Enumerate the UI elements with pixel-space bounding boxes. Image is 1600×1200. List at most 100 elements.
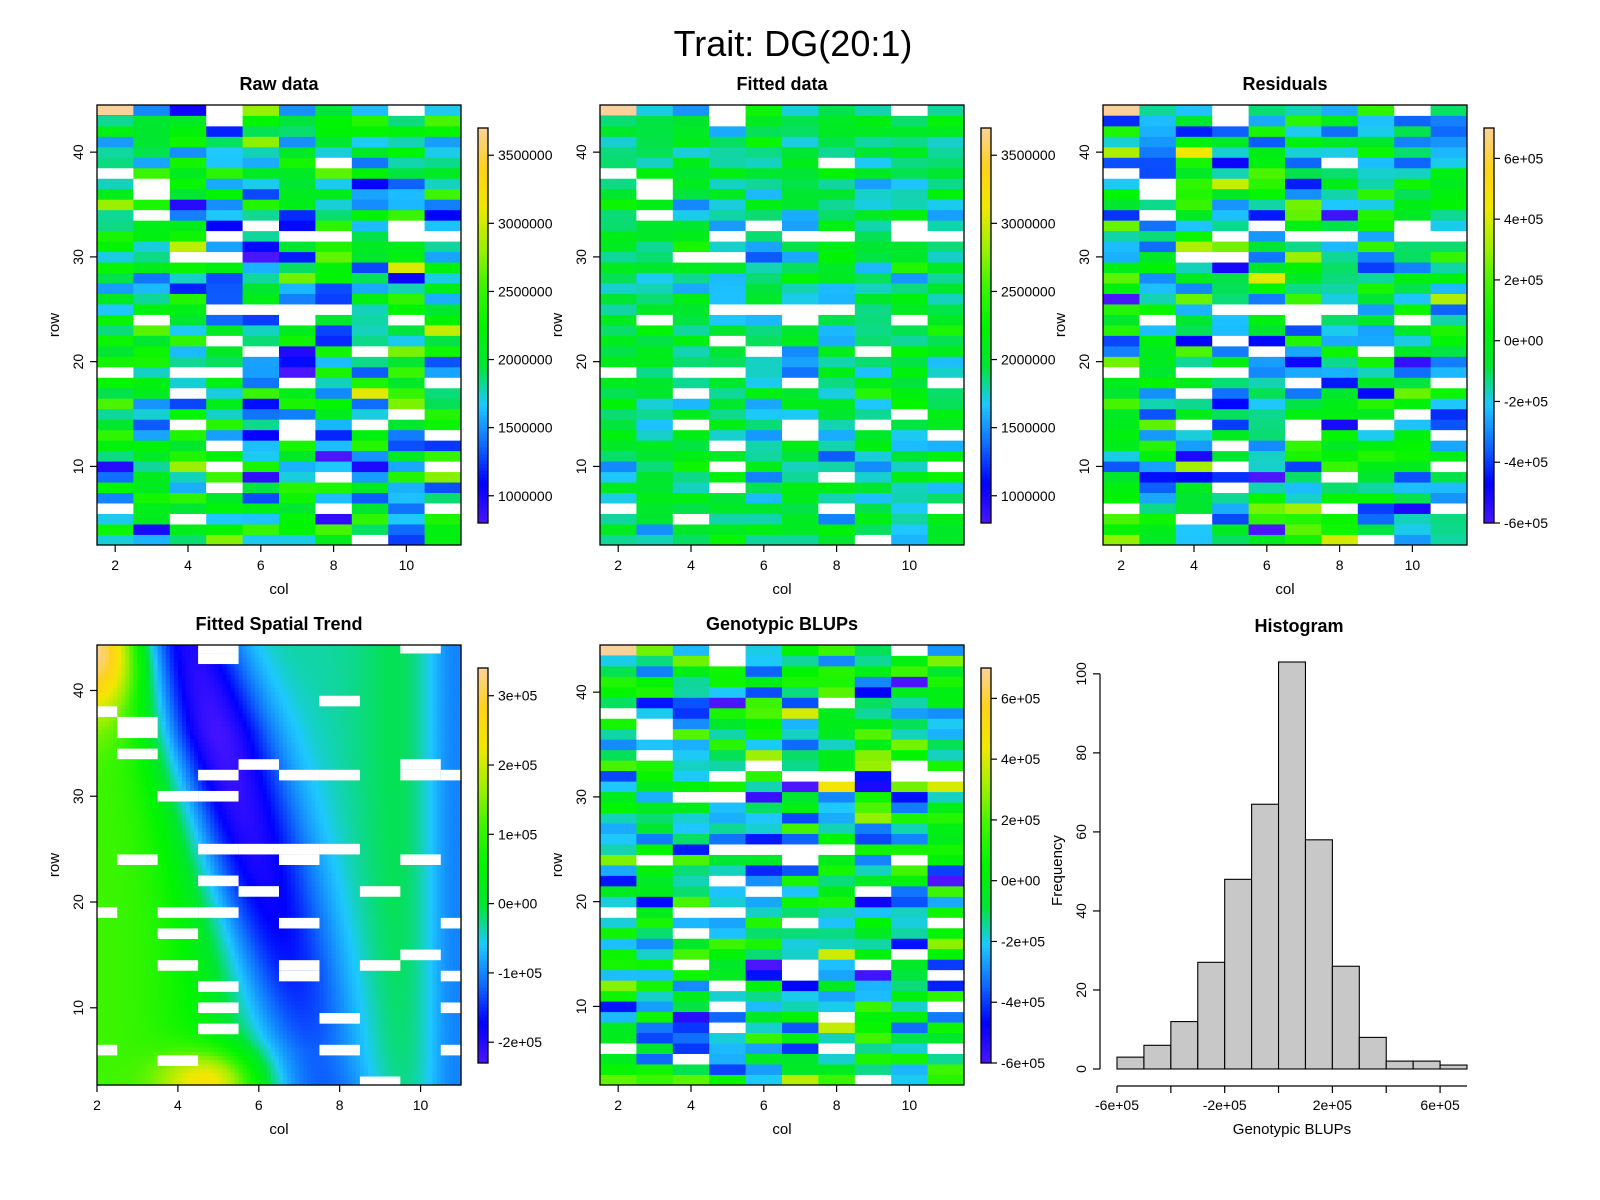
trend-cell [161, 1025, 167, 1031]
trend-cell [153, 953, 159, 959]
trend-cell [185, 771, 191, 777]
cell [782, 251, 819, 263]
trend-cell [149, 907, 155, 913]
legend-swatch [981, 259, 991, 264]
trend-cell [206, 725, 211, 731]
cell [1321, 115, 1359, 127]
cell [818, 524, 856, 535]
trend-cell [161, 729, 167, 735]
trend-cell [105, 848, 110, 853]
trend-cell [113, 843, 118, 849]
trend-cell [157, 687, 163, 693]
trend-cell [149, 695, 155, 701]
trend-cell [202, 704, 207, 710]
trend-cell [190, 725, 195, 731]
trend-cell [202, 674, 207, 680]
cell [782, 325, 819, 336]
x-tick-label: 10 [399, 557, 415, 573]
trend-cell [121, 928, 126, 934]
trend-cell [169, 771, 175, 777]
trend-cell [97, 810, 102, 815]
trend-cell [157, 661, 163, 667]
cell [745, 157, 783, 169]
cell [1357, 408, 1395, 420]
trend-cell [218, 1051, 223, 1056]
trend-cell [210, 996, 215, 1001]
trend-cell [117, 877, 122, 883]
cell [818, 461, 856, 473]
trend-cell [101, 788, 106, 794]
trend-cell [141, 970, 147, 976]
cell [818, 408, 856, 420]
cell [782, 356, 819, 368]
trend-cell [113, 915, 118, 921]
trend-cell [153, 683, 159, 688]
cell [600, 377, 637, 389]
trend-cell [206, 755, 211, 760]
trend-cell [198, 949, 203, 955]
cell [636, 220, 674, 232]
trend-cell [145, 670, 151, 676]
trend-cell [218, 852, 223, 858]
trend-cell [214, 1072, 219, 1078]
trend-cell [177, 843, 183, 849]
trend-cell [121, 771, 126, 777]
trend-cell [194, 645, 199, 650]
trend-cell [177, 818, 183, 824]
trend-cell [117, 657, 122, 663]
trend-cell [145, 945, 151, 951]
cell [1321, 262, 1359, 274]
trend-cell [121, 1017, 126, 1023]
trend-cell [206, 810, 211, 815]
cell [636, 534, 674, 546]
trend-cell [153, 911, 159, 917]
legend-swatch [981, 282, 991, 287]
legend-swatch [478, 292, 488, 297]
trend-cell [113, 839, 118, 845]
cell [388, 492, 425, 504]
legend-swatch [478, 457, 488, 461]
trend-cell [149, 657, 155, 663]
trend-cell [113, 801, 118, 807]
trend-cell [165, 843, 171, 849]
heatmap-cells-fitted [600, 105, 965, 546]
trend-cell [121, 1059, 126, 1065]
trend-cell [153, 1004, 159, 1010]
trend-cell [145, 915, 151, 921]
trend-cell [169, 767, 175, 773]
trend-cell [206, 835, 211, 841]
trend-cell [129, 1068, 134, 1073]
legend-swatch [981, 318, 991, 323]
trend-cell [105, 936, 110, 942]
y-tick-label: 30 [1076, 249, 1092, 265]
trend-cell [202, 835, 207, 841]
trend-cell [165, 886, 171, 891]
trend-cell [109, 649, 114, 655]
cell [133, 146, 171, 158]
trend-cell [149, 924, 155, 930]
trend-cell [157, 712, 163, 718]
trend-cell [177, 721, 183, 726]
trend-cell [133, 962, 139, 968]
trend-cell [177, 860, 183, 866]
trend-cell [185, 856, 191, 862]
trend-cell [105, 945, 110, 951]
trend-cell [185, 805, 191, 811]
trend-cell [141, 666, 147, 671]
trend-cell [157, 653, 163, 659]
trend-cell [117, 784, 122, 790]
trend-cell [169, 1072, 175, 1078]
trend-cell [181, 670, 187, 676]
legend-swatch [478, 180, 488, 185]
trend-cell [105, 843, 110, 849]
trend-cell [153, 903, 159, 908]
cell [388, 220, 425, 232]
trend-cell [210, 780, 215, 786]
trend-cell [145, 903, 151, 908]
trend-cell [133, 810, 139, 815]
trend-cell [177, 661, 183, 667]
trend-cell [145, 1051, 151, 1056]
trend-cell [137, 970, 143, 976]
cell [242, 419, 280, 431]
trend-cell [121, 991, 126, 997]
